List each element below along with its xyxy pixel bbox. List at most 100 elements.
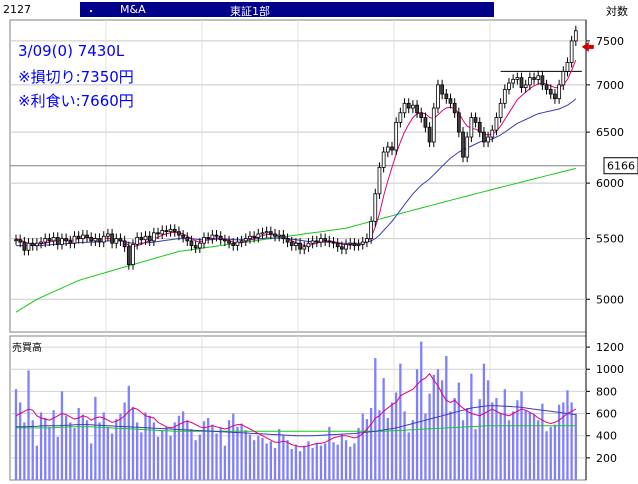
candle-body xyxy=(419,112,424,118)
candle-body xyxy=(452,102,457,114)
volume-bar xyxy=(461,420,465,480)
candle-body xyxy=(411,104,415,109)
candle-body xyxy=(573,30,578,42)
volume-bar xyxy=(328,426,331,480)
volume-tick-label: 600 xyxy=(596,408,617,421)
candle-body xyxy=(227,240,231,244)
candle-body xyxy=(340,246,344,250)
candle-body xyxy=(553,93,557,100)
volume-bar xyxy=(52,410,55,480)
volume-bar xyxy=(19,402,22,480)
volume-bar xyxy=(324,443,327,480)
volume-bar xyxy=(202,421,206,480)
volume-bar xyxy=(549,426,552,480)
candle-body xyxy=(89,237,94,242)
volume-bar xyxy=(69,422,72,480)
candle-body xyxy=(35,242,39,246)
candle-body xyxy=(135,237,140,245)
candle-body xyxy=(143,235,148,241)
volume-bar xyxy=(486,380,490,480)
candle-body xyxy=(223,239,227,242)
candle-body xyxy=(469,117,474,138)
candle-body xyxy=(507,82,511,90)
volume-bar xyxy=(365,419,369,480)
volume-bar xyxy=(169,435,172,480)
volume-bar xyxy=(156,436,160,480)
volume-bar xyxy=(140,432,143,480)
volume-bar xyxy=(420,341,423,480)
candle-body xyxy=(76,235,81,239)
volume-bar xyxy=(340,434,344,480)
candle-body xyxy=(502,89,507,104)
candle-body xyxy=(544,84,549,90)
volume-bar xyxy=(123,402,126,480)
candle-body xyxy=(243,238,248,242)
candle-body xyxy=(377,166,382,195)
scale-mode-label[interactable]: 対数 xyxy=(606,5,628,18)
volume-bar xyxy=(90,443,93,480)
volume-ma-green xyxy=(16,425,576,432)
volume-bar xyxy=(319,445,323,480)
volume-bar xyxy=(39,412,43,480)
candle-body xyxy=(210,234,215,239)
volume-bar xyxy=(186,420,189,480)
candle-body xyxy=(168,228,173,233)
volume-bar xyxy=(286,440,289,480)
candle-body xyxy=(139,237,144,241)
candle-body xyxy=(569,40,574,63)
candle-body xyxy=(156,232,160,235)
candle-body xyxy=(97,238,102,243)
candle-body xyxy=(131,243,135,265)
volume-bar xyxy=(14,389,18,480)
volume-bar xyxy=(232,413,235,480)
volume-bar xyxy=(236,426,239,480)
candle-body xyxy=(260,232,265,235)
candle-body xyxy=(511,79,516,84)
candle-body xyxy=(106,233,110,237)
candle-body xyxy=(515,77,520,80)
volume-bar xyxy=(265,443,268,480)
volume-bar xyxy=(436,369,440,480)
volume-bar xyxy=(98,422,101,480)
volume-bar xyxy=(60,391,64,480)
volume-bar xyxy=(252,440,256,480)
volume-bar xyxy=(119,413,122,480)
candle-body xyxy=(101,235,106,243)
volume-bar xyxy=(190,429,193,480)
candle-body xyxy=(26,242,31,251)
candle-body xyxy=(93,238,98,242)
candle-body xyxy=(202,237,206,244)
volume-bar xyxy=(81,414,84,480)
price-tick-label: 5000 xyxy=(596,293,624,306)
volume-bar xyxy=(44,417,47,480)
candle-body xyxy=(356,243,361,246)
signal-arrow-icon xyxy=(581,41,589,52)
volume-bar xyxy=(177,415,181,480)
volume-bar xyxy=(478,399,481,480)
volume-bar xyxy=(512,411,515,480)
volume-bar xyxy=(315,443,318,480)
volume-ma-long xyxy=(16,405,576,437)
market-name: 東証1部 xyxy=(230,5,270,18)
candle-body xyxy=(540,75,545,86)
candle-body xyxy=(64,238,68,242)
candle-body xyxy=(189,240,194,246)
candle-body xyxy=(398,112,403,123)
volume-bar xyxy=(85,420,89,480)
volume-bar xyxy=(198,434,201,480)
candle-body xyxy=(177,231,181,236)
candle-body xyxy=(18,239,23,243)
volume-bar xyxy=(499,413,502,480)
volume-bar xyxy=(215,433,218,480)
volume-bar xyxy=(194,440,197,480)
header-band: ・ M&A 東証1部 xyxy=(80,2,494,18)
volume-bar xyxy=(557,404,561,480)
volume-bar xyxy=(211,424,214,480)
volume-bar xyxy=(106,426,110,480)
candle-body xyxy=(331,241,336,244)
stock-code: 2127 xyxy=(3,3,31,16)
candle-body xyxy=(85,234,89,238)
candle-body xyxy=(477,121,482,133)
volume-bar xyxy=(307,441,310,480)
